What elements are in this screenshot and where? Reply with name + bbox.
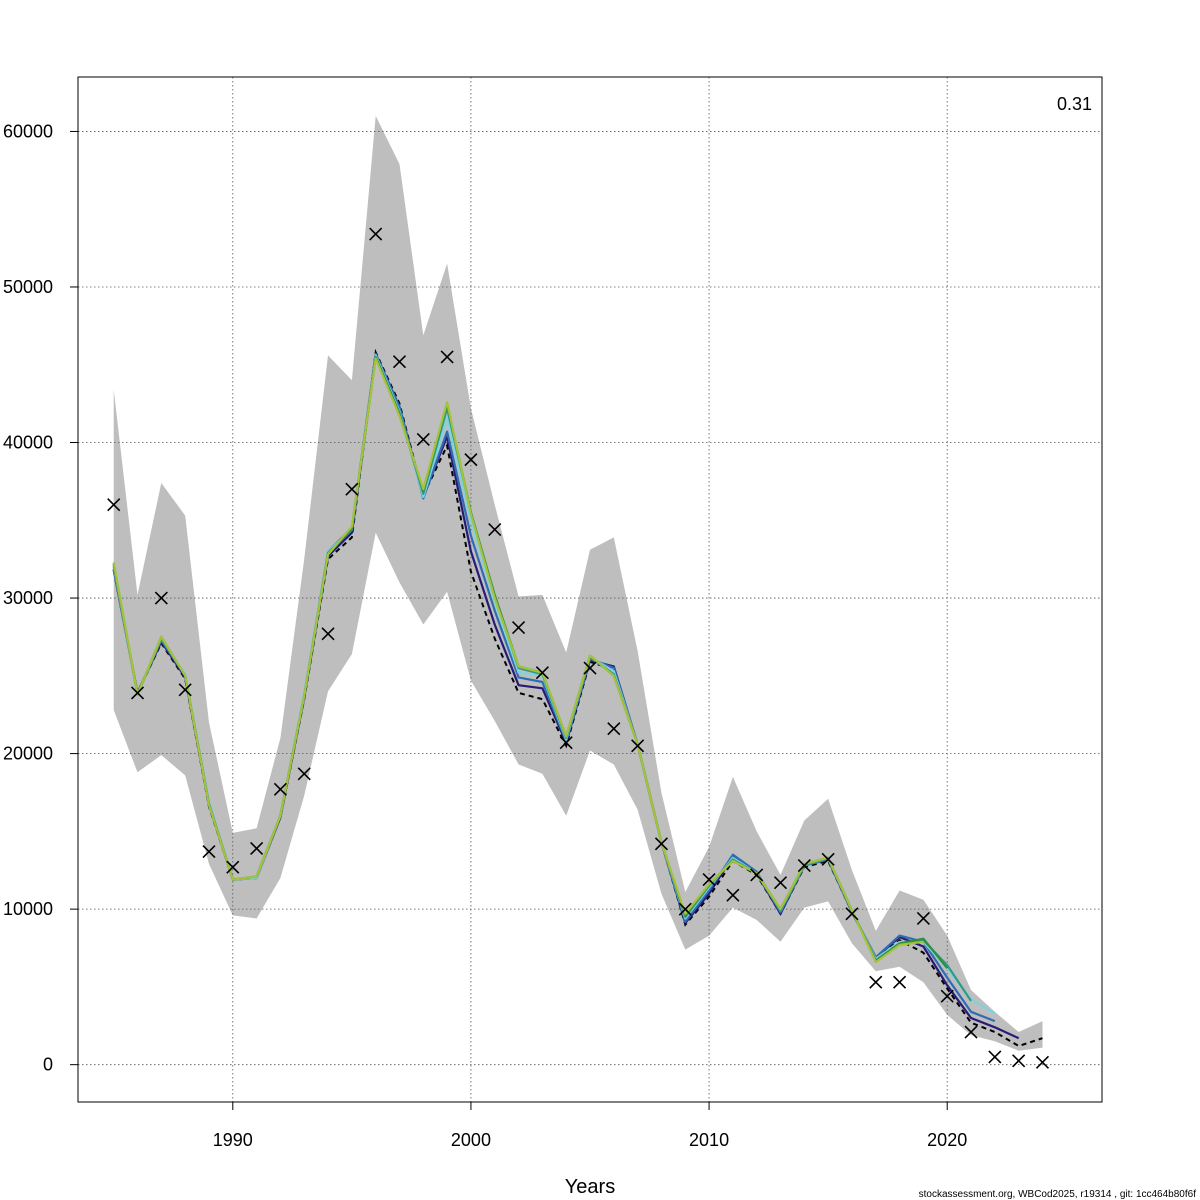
observation-point [1035, 1055, 1050, 1069]
observation-point [154, 591, 168, 605]
observation-point [583, 661, 597, 675]
y-tick-label: 10000 [3, 899, 53, 919]
observation-point [178, 683, 192, 697]
x-tick-label: 2020 [927, 1130, 967, 1150]
x-tick-label: 2010 [689, 1130, 729, 1150]
observation-point [250, 841, 264, 856]
x-axis-title: Years [565, 1176, 615, 1198]
observation-point [631, 739, 645, 753]
y-tick-label: 60000 [3, 121, 53, 141]
observation-point [916, 911, 930, 926]
y-tick-label: 0 [43, 1055, 53, 1075]
observation-point [488, 523, 502, 537]
observation-point [678, 902, 692, 916]
observation-point [607, 722, 621, 736]
axis-layer: 1990 2000 2010 2020 0 10000 20000 30000 40000 500… [3, 121, 967, 1150]
observation-point [535, 666, 549, 680]
observation-point [345, 482, 359, 496]
observation-point [416, 432, 430, 446]
observation-point [726, 888, 740, 902]
confidence-band-layer [113, 115, 1043, 1051]
observation-point [130, 686, 145, 700]
series-layer [112, 348, 1043, 1048]
grid-layer [78, 77, 1102, 1102]
observation-point [107, 498, 121, 512]
annotation-label: 0.31 [1057, 94, 1092, 114]
x-tick-label: 2000 [451, 1130, 491, 1150]
observation-point [392, 355, 407, 369]
observation-point [821, 852, 835, 866]
y-tick-label: 30000 [3, 588, 53, 608]
footer-credit: stockassessment.org, WBCod2025, r19314 ,… [919, 1189, 1197, 1200]
observation-point [511, 621, 526, 635]
observation-point [297, 767, 311, 781]
observation-point [988, 1050, 1002, 1064]
observation-point [893, 975, 907, 989]
observations-layer [107, 227, 1050, 1069]
observation-point [773, 876, 788, 890]
series-line [112, 357, 924, 964]
observation-point [1012, 1054, 1026, 1068]
y-tick-label: 50000 [3, 277, 53, 297]
plot-frame [77, 76, 1103, 1103]
observation-point [869, 975, 883, 989]
observation-point [750, 868, 764, 882]
observation-point [964, 1025, 978, 1039]
x-tick-label: 1990 [213, 1130, 253, 1150]
observation-point [202, 845, 216, 859]
observation-point [559, 736, 573, 750]
observation-point [654, 837, 669, 851]
observation-point [226, 860, 240, 874]
observation-point [273, 782, 287, 796]
observation-point [369, 227, 383, 241]
observation-point [702, 873, 716, 887]
observation-point [940, 989, 954, 1003]
observation-point [797, 859, 811, 873]
observation-point [321, 627, 335, 641]
observation-point [440, 350, 454, 364]
observation-point [464, 453, 478, 467]
y-tick-label: 20000 [3, 744, 53, 764]
y-tick-label: 40000 [3, 433, 53, 453]
confidence-band [113, 115, 1043, 1051]
observation-point [845, 907, 859, 921]
